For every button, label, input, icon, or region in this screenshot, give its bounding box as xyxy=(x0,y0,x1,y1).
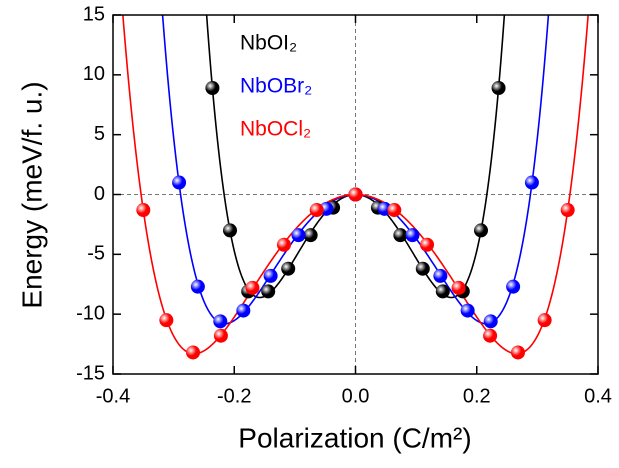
y-tick-label: 5 xyxy=(94,123,105,145)
y-tick-label: -5 xyxy=(87,243,105,265)
point xyxy=(506,279,521,294)
y-tick-label: -15 xyxy=(76,362,105,384)
point xyxy=(236,303,251,318)
point xyxy=(213,314,228,329)
x-tick-label: 0.4 xyxy=(584,385,612,407)
point xyxy=(524,175,539,190)
point xyxy=(483,314,498,329)
point xyxy=(560,203,575,218)
point xyxy=(291,228,306,243)
point xyxy=(205,80,220,95)
point xyxy=(348,187,363,202)
point xyxy=(483,328,498,343)
plot-frame xyxy=(112,14,599,375)
point xyxy=(213,328,228,343)
point xyxy=(186,345,201,360)
x-tick-label: -0.2 xyxy=(217,385,251,407)
point xyxy=(393,228,408,243)
point xyxy=(510,345,525,360)
point xyxy=(159,313,174,328)
x-tick-label: 0.0 xyxy=(342,385,370,407)
point xyxy=(420,237,435,252)
point xyxy=(460,303,475,318)
point xyxy=(263,268,278,283)
point xyxy=(473,223,488,238)
point xyxy=(405,228,420,243)
point xyxy=(415,261,430,276)
point xyxy=(190,279,205,294)
point xyxy=(223,223,238,238)
legend-label: NbOBr₂ xyxy=(240,75,312,98)
legend-label: NbOI₂ xyxy=(240,32,297,55)
y-tick-label: 15 xyxy=(83,3,105,25)
legend-label: NbOCl₂ xyxy=(240,118,311,141)
point xyxy=(309,203,324,218)
point xyxy=(136,203,151,218)
y-axis-title: Energy (meV/f. u.) xyxy=(16,81,47,308)
point xyxy=(261,284,276,299)
point xyxy=(245,280,260,295)
point xyxy=(387,203,402,218)
point xyxy=(537,313,552,328)
x-axis-title: Polarization (C/m²) xyxy=(238,422,471,453)
x-tick-label: 0.2 xyxy=(463,385,491,407)
point xyxy=(451,280,466,295)
point xyxy=(281,261,296,276)
x-tick-label: -0.4 xyxy=(96,385,130,407)
point xyxy=(491,80,506,95)
y-tick-label: 0 xyxy=(94,183,105,205)
point xyxy=(433,268,448,283)
point xyxy=(276,237,291,252)
y-tick-label: 10 xyxy=(83,63,105,85)
point xyxy=(303,228,318,243)
point xyxy=(435,284,450,299)
point xyxy=(172,175,187,190)
y-tick-label: -10 xyxy=(76,302,105,324)
